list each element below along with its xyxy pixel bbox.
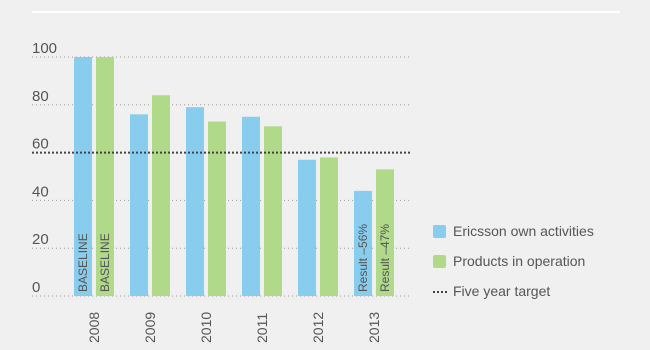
- bar-2010-series-0: [186, 107, 204, 296]
- bar-2011-series-0: [242, 116, 260, 296]
- y-tick-label-60: 60: [32, 136, 49, 153]
- bar-2012-series-1: [320, 157, 338, 296]
- y-tick-label-0: 0: [32, 279, 40, 296]
- legend-swatch-series-1: [433, 255, 446, 268]
- y-tick-label-20: 20: [32, 231, 49, 248]
- legend-label-series-0: Ericsson own activities: [453, 223, 594, 239]
- legend-swatch-series-0: [433, 225, 446, 238]
- top-divider: [32, 11, 620, 13]
- x-tick-label-2012: 2012: [310, 312, 326, 343]
- legend-label-target: Five year target: [453, 283, 550, 299]
- x-tick-label-2008: 2008: [86, 312, 102, 343]
- bar-label-2013-series-0: Result –56%: [356, 224, 370, 292]
- x-tick-label-2013: 2013: [366, 312, 382, 343]
- x-tick-label-2009: 2009: [142, 312, 158, 343]
- x-tick-label-2011: 2011: [254, 313, 270, 343]
- bar-2011-series-1: [264, 126, 282, 296]
- bar-2013-series-0: [354, 190, 372, 296]
- legend-label-series-1: Products in operation: [453, 253, 585, 269]
- y-tick-label-100: 100: [32, 40, 57, 57]
- bar-2009-series-0: [130, 114, 148, 296]
- bar-label-2008-series-1: BASELINE: [98, 233, 112, 292]
- bar-2009-series-1: [152, 95, 170, 297]
- bar-2013-series-1: [376, 169, 394, 296]
- y-tick-label-40: 40: [32, 183, 49, 200]
- bar-2010-series-1: [208, 121, 226, 296]
- bar-2008-series-1: [96, 57, 114, 296]
- bar-label-2008-series-0: BASELINE: [76, 233, 90, 292]
- bar-2012-series-0: [298, 159, 316, 296]
- bar-2008-series-0: [74, 57, 92, 296]
- x-tick-label-2010: 2010: [198, 312, 214, 343]
- y-tick-label-80: 80: [32, 88, 49, 105]
- bar-label-2013-series-1: Result –47%: [378, 224, 392, 292]
